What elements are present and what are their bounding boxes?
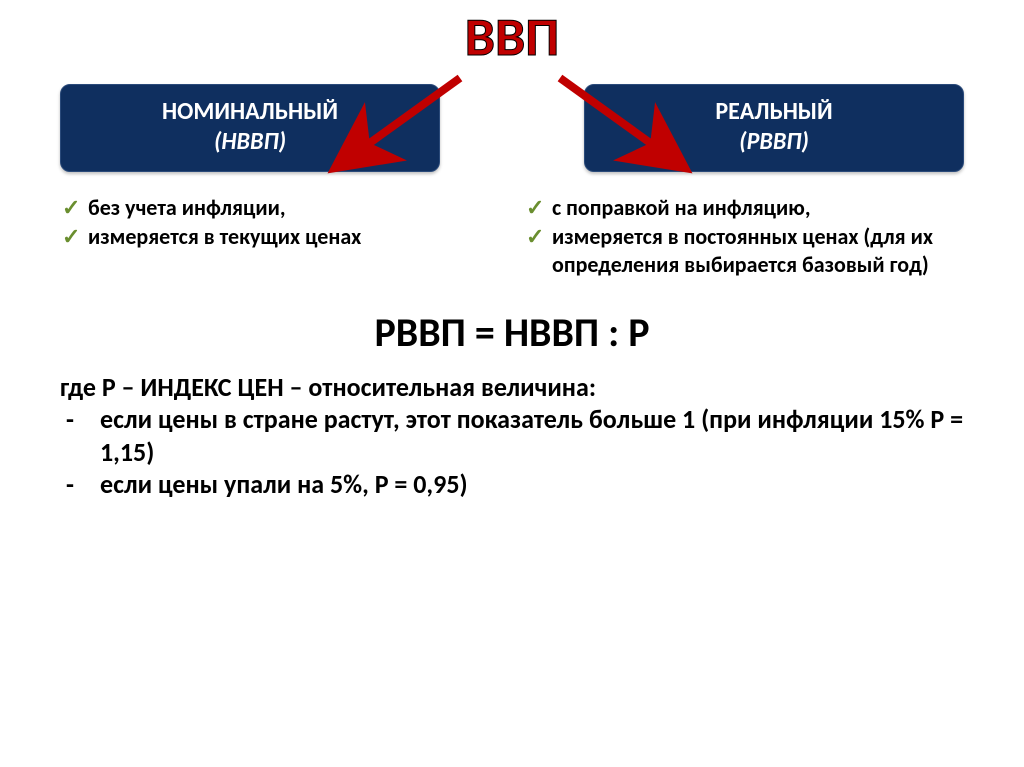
check-item: без учета инфляции, (60, 194, 460, 223)
slide: ВВП НОМИНАЛЬНЫЙ (НВВП) РЕАЛЬНЫЙ (РВВП) б… (0, 0, 1024, 767)
lists-row: без учета инфляции,измеряется в текущих … (60, 194, 964, 280)
boxes-row: НОМИНАЛЬНЫЙ (НВВП) РЕАЛЬНЫЙ (РВВП) (60, 84, 964, 172)
box-nominal-line2: (НВВП) (71, 127, 429, 157)
check-list-real: с поправкой на инфляцию,измеряется в пос… (524, 194, 964, 280)
notes-list: если цены в стране растут, этот показате… (60, 403, 964, 501)
box-real-line1: РЕАЛЬНЫЙ (595, 97, 953, 127)
box-real-line2: (РВВП) (595, 127, 953, 157)
notes-heading: где P – ИНДЕКС ЦЕН – относительная велич… (60, 371, 964, 404)
notes-block: где P – ИНДЕКС ЦЕН – относительная велич… (60, 371, 964, 501)
check-item: измеряется в постоянных ценах (для их оп… (524, 223, 964, 280)
notes-item: если цены упали на 5%, P = 0,95) (60, 468, 964, 501)
formula: РВВП = НВВП : P (60, 308, 964, 357)
slide-title: ВВП (60, 10, 964, 64)
box-real: РЕАЛЬНЫЙ (РВВП) (584, 84, 964, 172)
box-nominal-line1: НОМИНАЛЬНЫЙ (71, 97, 429, 127)
check-item: измеряется в текущих ценах (60, 223, 460, 252)
notes-item: если цены в стране растут, этот показате… (60, 403, 964, 468)
check-list-nominal: без учета инфляции,измеряется в текущих … (60, 194, 460, 280)
box-nominal: НОМИНАЛЬНЫЙ (НВВП) (60, 84, 440, 172)
check-item: с поправкой на инфляцию, (524, 194, 964, 223)
